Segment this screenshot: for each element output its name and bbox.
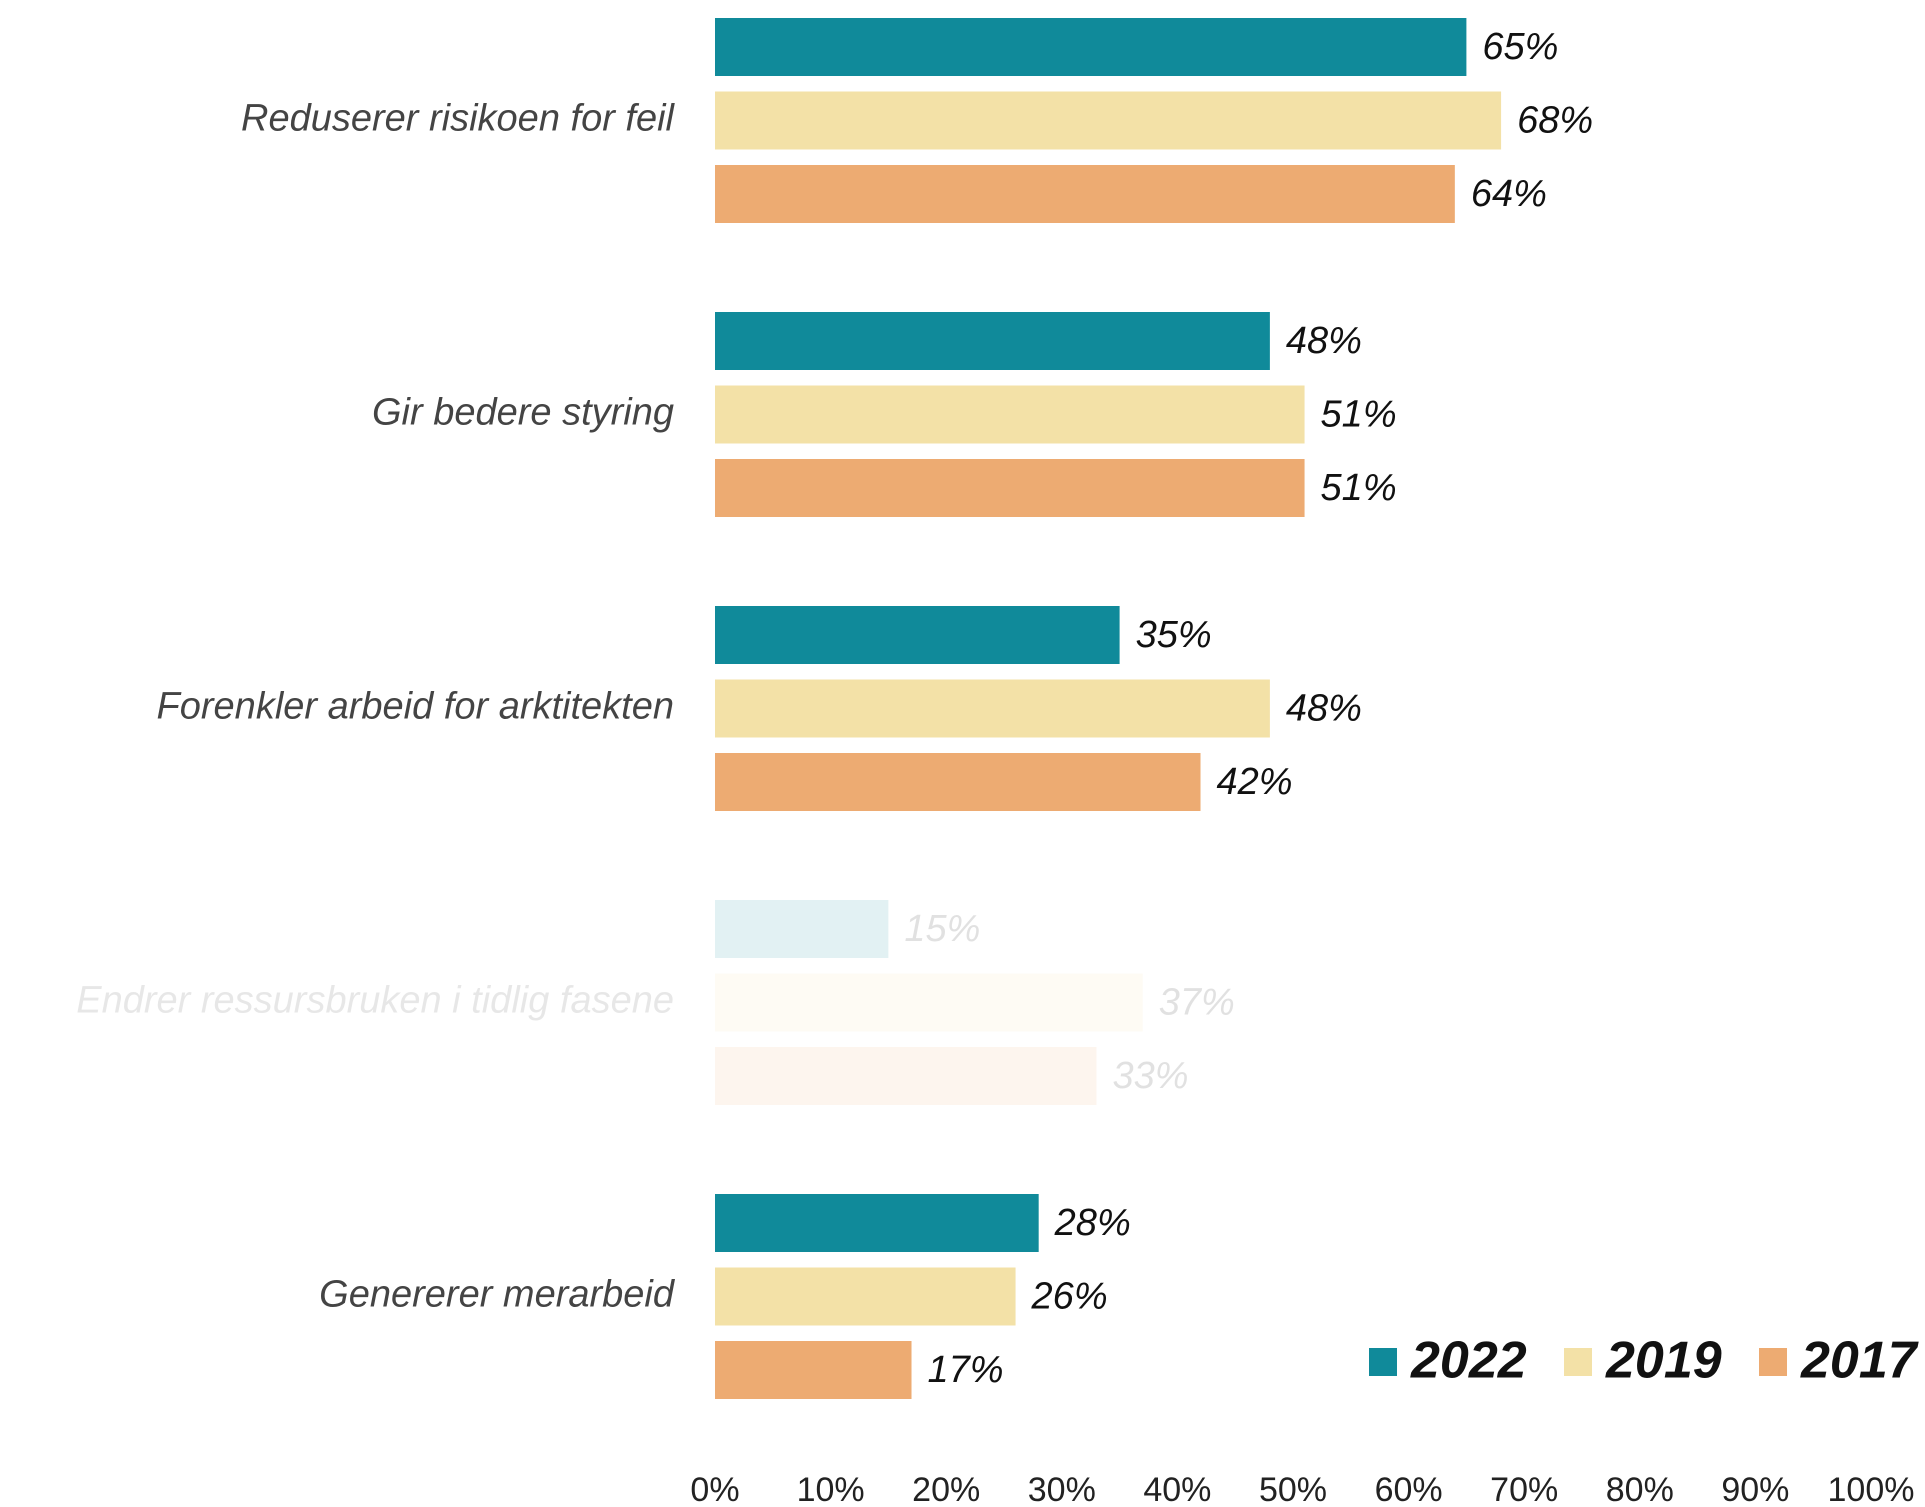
value-label: 51% (1321, 467, 1397, 509)
x-tick-label: 60% (1375, 1471, 1443, 1507)
value-label: 42% (1217, 761, 1293, 803)
legend-label: 2017 (1800, 1332, 1919, 1390)
x-tick-label: 40% (1143, 1471, 1211, 1507)
bar (715, 385, 1305, 444)
value-label: 37% (1159, 982, 1235, 1024)
x-tick-label: 30% (1028, 1471, 1096, 1507)
value-label: 48% (1286, 688, 1362, 730)
value-label: 64% (1471, 173, 1547, 215)
bar (715, 1194, 1039, 1252)
value-label: 68% (1517, 100, 1593, 142)
legend-swatch (1564, 1348, 1592, 1376)
bar (715, 679, 1270, 738)
category-label: Reduserer risikoen for feil (241, 98, 676, 140)
x-tick-label: 20% (912, 1471, 980, 1507)
category-label: Gir bedere styring (372, 392, 674, 434)
value-label: 65% (1482, 26, 1558, 68)
value-label: 17% (928, 1349, 1004, 1391)
bar (715, 312, 1270, 370)
value-label: 26% (1031, 1276, 1108, 1318)
value-label: 35% (1136, 614, 1212, 656)
x-tick-label: 70% (1490, 1471, 1558, 1507)
bar (715, 973, 1143, 1032)
x-tick-label: 50% (1259, 1471, 1327, 1507)
bar (715, 1267, 1016, 1326)
value-label: 48% (1286, 320, 1362, 362)
x-tick-label: 0% (690, 1471, 739, 1507)
legend-swatch (1759, 1348, 1787, 1376)
bar (715, 1341, 912, 1399)
x-tick-label: 10% (797, 1471, 865, 1507)
value-label: 51% (1321, 394, 1397, 436)
bar (715, 606, 1120, 664)
value-label: 15% (904, 908, 980, 950)
value-label: 28% (1054, 1202, 1131, 1244)
bar (715, 91, 1502, 150)
category-label: Endrer ressursbruken i tidlig fasene (76, 980, 674, 1022)
bar (715, 18, 1467, 76)
bar (715, 900, 889, 958)
bar (715, 753, 1201, 811)
legend-swatch (1369, 1348, 1397, 1376)
legend-label: 2019 (1605, 1332, 1722, 1390)
category-label: Forenkler arbeid for arktitekten (157, 686, 674, 728)
category-label: Genererer merarbeid (319, 1274, 676, 1316)
bar (715, 1047, 1097, 1105)
bar (715, 459, 1305, 517)
bar (715, 165, 1455, 223)
x-tick-label: 80% (1606, 1471, 1674, 1507)
legend-label: 2022 (1410, 1332, 1527, 1390)
x-tick-label: 100% (1828, 1471, 1915, 1507)
value-label: 33% (1112, 1055, 1188, 1097)
x-tick-label: 90% (1721, 1471, 1789, 1507)
